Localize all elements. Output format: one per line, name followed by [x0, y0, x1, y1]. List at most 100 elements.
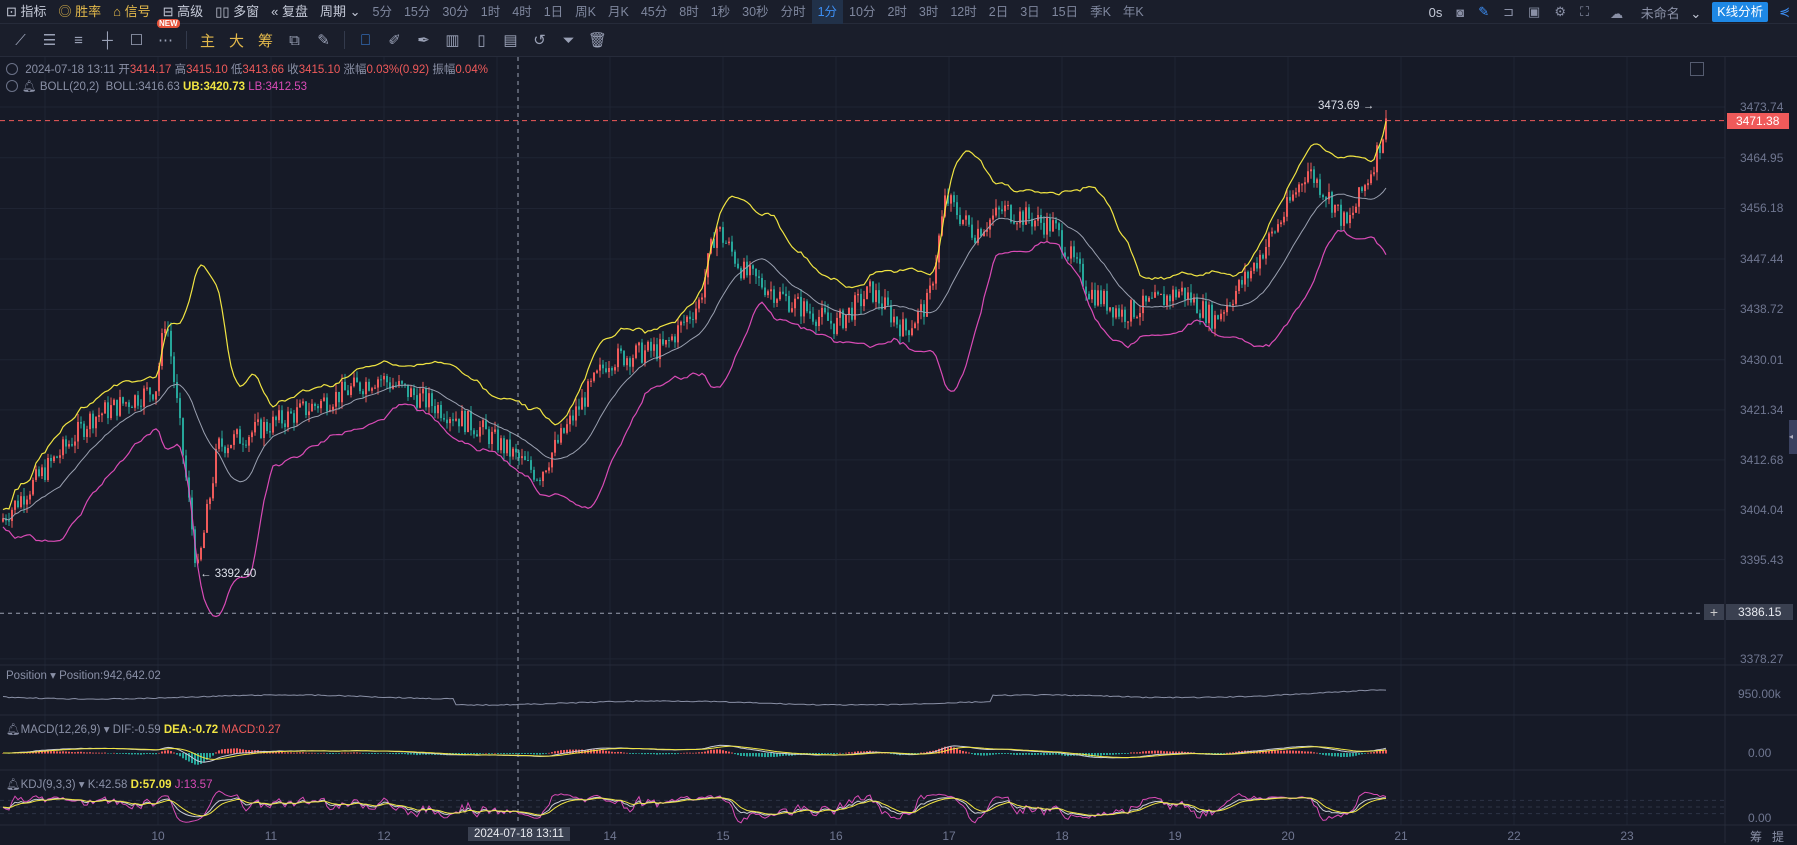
period-tab[interactable]: 8时 [679, 4, 699, 19]
toolbar-advanced[interactable]: ⊟ 高级 [157, 0, 210, 24]
boll-name[interactable]: BOLL(20,2) [39, 81, 100, 93]
note-icon[interactable]: ▤ [503, 32, 518, 49]
bell-icon[interactable]: 🔔︎ [22, 81, 37, 93]
collapse-icon[interactable] [6, 63, 18, 75]
macd-bar [764, 753, 766, 758]
period-tab[interactable]: 4时 [512, 4, 532, 19]
toolbar-signal[interactable]: ⌂ 信号 [107, 0, 156, 24]
horizontal-lines-icon[interactable]: ≡ [74, 31, 83, 49]
candle-body [1163, 294, 1165, 306]
side-panel-toggle[interactable]: ◂ [1789, 420, 1797, 454]
position-name[interactable]: Position [6, 670, 47, 682]
hint-tab[interactable]: 提 [1772, 830, 1785, 844]
add-alert-plus-icon[interactable]: + [1704, 604, 1724, 620]
fullscreen-icon[interactable]: ⛶ [1579, 4, 1590, 19]
macd-bar [212, 753, 214, 756]
period-tab[interactable]: 3日 [1020, 4, 1040, 19]
period-tab[interactable]: 2时 [887, 4, 907, 19]
candle-body [560, 428, 562, 443]
trash-icon[interactable]: 🗑 [587, 32, 608, 49]
dropdown-icon[interactable]: ▾ [78, 779, 85, 791]
period-tab[interactable]: 1分 [811, 0, 844, 24]
macd-bar [917, 753, 919, 754]
period-tab[interactable]: 15分 [403, 4, 431, 19]
macd-bar [68, 751, 70, 754]
bell-icon[interactable]: 🔔︎ [6, 779, 21, 791]
parallel-line-icon[interactable]: ☰ [42, 32, 57, 49]
macd-bar [842, 753, 844, 754]
chip-tab[interactable]: 筹 [1750, 830, 1763, 844]
candle-body [575, 406, 577, 421]
layout-dropdown[interactable]: ☁ 未命名 ⌄ [1596, 3, 1708, 22]
big-order-button[interactable]: 大 [228, 32, 244, 50]
template-icon[interactable]: ▣ [1528, 4, 1541, 19]
line-tool-icon[interactable]: ⟋ [15, 31, 26, 49]
bell-icon[interactable]: 🔔︎ [6, 724, 21, 736]
candle-body [386, 376, 388, 383]
compare-icon[interactable]: ⧉ [289, 31, 300, 49]
period-tab[interactable]: 10分 [849, 4, 876, 19]
dropdown-icon[interactable]: ▾ [50, 670, 56, 682]
period-tab[interactable]: 1时 [480, 4, 501, 19]
period-tab[interactable]: 1秒 [710, 4, 731, 19]
battery-icon[interactable]: ▯ [477, 32, 486, 49]
candle-body [590, 380, 592, 382]
macd-name[interactable]: MACD(12,26,9) [20, 724, 101, 736]
dropdown-icon[interactable]: ▾ [103, 724, 110, 736]
candle-body [779, 291, 781, 300]
bookmark-icon[interactable]: ⎕ [360, 31, 370, 49]
period-tab[interactable]: 分时 [780, 4, 806, 19]
period-tab[interactable]: 周K [575, 4, 596, 19]
ruler-icon[interactable]: ✐ [388, 32, 401, 49]
period-tab[interactable]: 季K [1090, 4, 1111, 19]
filter-icon[interactable]: ⏷ [562, 31, 575, 49]
candle-body [380, 379, 382, 381]
camera-icon[interactable]: ◙ [1456, 4, 1465, 20]
more-icon[interactable]: ⋯ NEW [157, 19, 180, 49]
candle-body [554, 439, 556, 453]
period-tab[interactable]: 3时 [918, 4, 939, 19]
add-window-icon[interactable]: ⊐ [1503, 4, 1515, 19]
brush-settings-icon[interactable]: ✎ [317, 32, 330, 49]
period-tab[interactable]: 30分 [442, 4, 469, 19]
period-tab[interactable]: 12时 [950, 4, 977, 19]
macd-bar [857, 751, 859, 754]
toolbar-indicator[interactable]: ⊡ 指标 [0, 0, 53, 24]
candle-body [644, 350, 646, 363]
toolbar-win-rate[interactable]: ◎ 胜率 [53, 0, 108, 24]
period-tab[interactable]: 年K [1122, 4, 1144, 19]
crosshair-time-label: 2024-07-18 13:11 [468, 827, 570, 841]
candles-icon[interactable]: ▥ [445, 32, 460, 49]
period-dropdown[interactable]: 周期 ⌄ [314, 0, 367, 24]
share-icon[interactable]: ⋞ [1779, 4, 1790, 19]
candle-body [620, 348, 622, 352]
magnet-icon[interactable]: ↺ [533, 32, 546, 49]
toolbar-replay[interactable]: « 复盘 [265, 0, 314, 24]
period-tab[interactable]: 1日 [543, 4, 564, 19]
period-tab[interactable]: 30秒 [742, 4, 769, 19]
period-tab[interactable]: 5分 [372, 4, 392, 19]
candle-body [548, 467, 550, 471]
kline-analysis-button[interactable]: K线分析 [1712, 2, 1769, 22]
settings-icon[interactable]: ⚙ [1554, 4, 1566, 19]
period-tab[interactable]: 45分 [640, 4, 668, 19]
candle-body [935, 262, 937, 284]
candle-body [512, 448, 514, 457]
kdj-name[interactable]: KDJ(9,3,3) [20, 779, 76, 791]
horizontal-line-icon[interactable]: ┼ [102, 31, 113, 49]
macd-bar [614, 752, 616, 754]
collapse-icon[interactable] [6, 80, 18, 92]
macd-bar [647, 753, 649, 755]
expand-icon[interactable] [1690, 62, 1704, 76]
macd-bar [770, 753, 772, 757]
rectangle-icon[interactable]: ☐ [129, 32, 144, 49]
pen-icon[interactable]: ✒ [417, 32, 430, 49]
period-tab[interactable]: 15日 [1051, 4, 1079, 19]
toolbar-multi-window[interactable]: ▯▯ 多窗 [209, 0, 265, 24]
period-tab[interactable]: 月K [608, 4, 629, 19]
pencil-icon[interactable]: ✎ [1478, 4, 1490, 19]
main-force-button[interactable]: 主 [199, 32, 215, 50]
period-tab[interactable]: 2日 [988, 4, 1009, 19]
chip-button[interactable]: 筹 [257, 32, 273, 50]
